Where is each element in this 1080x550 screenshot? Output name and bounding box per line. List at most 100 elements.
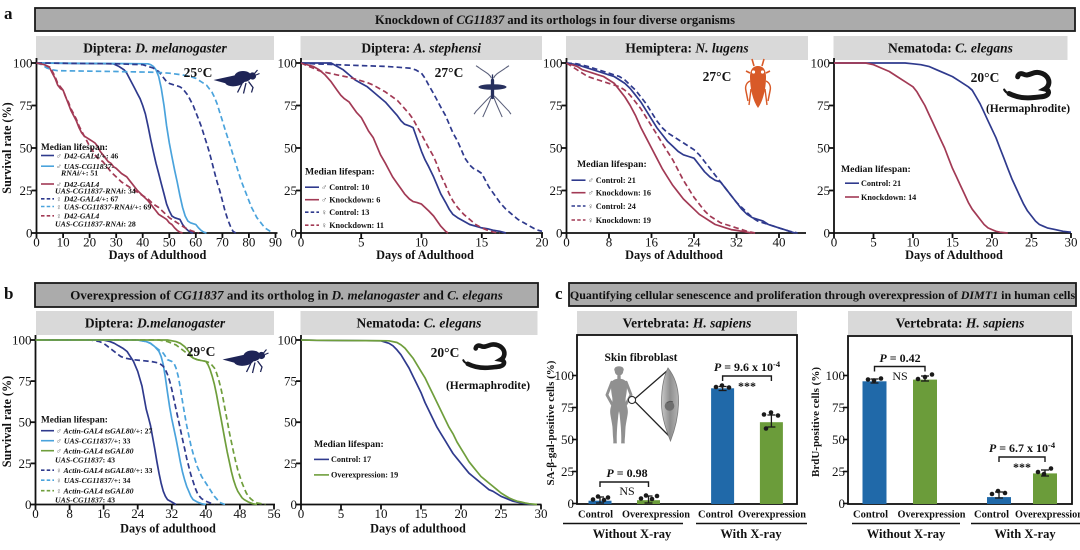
svg-text:Control: 21: Control: 21 <box>861 179 901 188</box>
svg-text:25: 25 <box>20 183 33 198</box>
svg-text:10: 10 <box>907 235 920 250</box>
svg-text:10: 10 <box>375 506 388 521</box>
svg-text:Hemiptera: N. lugens: Hemiptera: N. lugens <box>625 41 748 56</box>
svg-text:NS: NS <box>619 484 634 498</box>
svg-text:Control: Control <box>698 509 733 521</box>
svg-text:0: 0 <box>824 225 831 240</box>
svg-text:32: 32 <box>730 235 743 250</box>
svg-text:(Hermaphrodite): (Hermaphrodite) <box>446 380 530 392</box>
svg-text:25: 25 <box>817 183 830 198</box>
svg-text:100: 100 <box>543 55 563 70</box>
svg-text:Median lifespan:: Median lifespan: <box>41 143 108 153</box>
svg-text:UAS-CG11837-RNAi: 34: UAS-CG11837-RNAi: 34 <box>55 187 136 196</box>
svg-text:UAS-CG11837: 43: UAS-CG11837: 43 <box>55 496 115 505</box>
svg-text:Days of Adulthood: Days of Adulthood <box>109 248 207 262</box>
svg-text:♀ Actin-GAL4 tsGAL80/+: 33: ♀ Actin-GAL4 tsGAL80/+: 33 <box>56 466 153 475</box>
svg-text:56: 56 <box>268 506 282 521</box>
svg-text:P = 9.6 x 10-4: P = 9.6 x 10-4 <box>714 359 781 374</box>
svg-text:Days of adulthood: Days of adulthood <box>370 522 466 536</box>
svg-text:0: 0 <box>291 225 298 240</box>
svg-text:♀ Knockdown: 11: ♀ Knockdown: 11 <box>321 221 384 230</box>
svg-text:Knockdown: 14: Knockdown: 14 <box>861 193 916 202</box>
svg-text:60: 60 <box>189 235 202 250</box>
svg-text:♂ D42-GAL4: ♂ D42-GAL4 <box>56 180 99 189</box>
svg-text:30: 30 <box>1065 235 1078 250</box>
svg-text:Diptera: A. stephensi: Diptera: A. stephensi <box>361 41 481 56</box>
svg-text:♀ Actin-GAL4 tsGAL80: ♀ Actin-GAL4 tsGAL80 <box>56 487 134 496</box>
svg-text:Knockdown of CG11837 and its o: Knockdown of CG11837 and its orthologs i… <box>375 13 735 27</box>
svg-text:75: 75 <box>19 374 32 389</box>
svg-text:50: 50 <box>550 140 563 155</box>
svg-text:100: 100 <box>811 55 831 70</box>
svg-text:50: 50 <box>817 140 830 155</box>
svg-text:50: 50 <box>19 415 32 430</box>
svg-text:0: 0 <box>839 496 846 511</box>
svg-text:Quantifying cellular senescenc: Quantifying cellular senescence and prol… <box>570 288 1076 302</box>
svg-text:27°C: 27°C <box>703 69 732 84</box>
svg-text:0: 0 <box>291 497 298 512</box>
svg-text:Overexpression: 19: Overexpression: 19 <box>331 471 398 480</box>
svg-text:0: 0 <box>26 225 33 240</box>
svg-text:10: 10 <box>415 235 428 250</box>
svg-text:Nematoda: C. elegans: Nematoda: C. elegans <box>888 41 1013 56</box>
svg-text:20: 20 <box>83 235 96 250</box>
svg-text:24: 24 <box>131 506 145 521</box>
svg-text:50: 50 <box>561 432 574 447</box>
svg-text:Vertebrata: H. sapiens: Vertebrata: H. sapiens <box>896 316 1025 331</box>
svg-text:100: 100 <box>278 332 298 347</box>
svg-text:25: 25 <box>1025 235 1038 250</box>
svg-text:50: 50 <box>20 140 33 155</box>
svg-text:25: 25 <box>550 183 563 198</box>
svg-text:Overexpression: Overexpression <box>898 509 966 521</box>
svg-text:Survival rate (%): Survival rate (%) <box>0 102 14 193</box>
svg-text:Overexpression: Overexpression <box>1015 509 1080 521</box>
svg-text:With X-ray: With X-ray <box>994 527 1056 541</box>
svg-text:50: 50 <box>284 415 297 430</box>
svg-text:40: 40 <box>136 235 149 250</box>
svg-text:0: 0 <box>831 235 838 250</box>
svg-text:♂ Knockdown: 16: ♂ Knockdown: 16 <box>588 189 651 198</box>
svg-text:0: 0 <box>33 235 40 250</box>
svg-text:25: 25 <box>284 456 297 471</box>
svg-text:20: 20 <box>536 235 549 250</box>
svg-text:100: 100 <box>12 332 32 347</box>
svg-text:25: 25 <box>561 464 574 479</box>
svg-text:Without X-ray: Without X-ray <box>867 527 946 541</box>
svg-text:75: 75 <box>284 374 297 389</box>
svg-text:16: 16 <box>645 235 659 250</box>
svg-text:30: 30 <box>535 506 548 521</box>
svg-text:40: 40 <box>199 506 212 521</box>
svg-text:50: 50 <box>832 432 845 447</box>
svg-text:15: 15 <box>415 506 428 521</box>
svg-text:50: 50 <box>284 140 297 155</box>
svg-text:Median lifespan:: Median lifespan: <box>841 164 911 175</box>
svg-text:16: 16 <box>97 506 111 521</box>
svg-text:Days of Adulthood: Days of Adulthood <box>625 248 723 262</box>
svg-text:Skin fibroblast: Skin fibroblast <box>605 352 678 364</box>
svg-text:RNAi/+: 51: RNAi/+: 51 <box>60 169 98 178</box>
svg-text:a: a <box>4 4 13 23</box>
svg-text:32: 32 <box>165 506 178 521</box>
svg-text:♀ UAS-CG11837/+: 34: ♀ UAS-CG11837/+: 34 <box>56 476 131 485</box>
svg-text:70: 70 <box>216 235 229 250</box>
svg-text:Days of Adulthood: Days of Adulthood <box>376 248 474 262</box>
svg-text:25: 25 <box>832 464 845 479</box>
svg-text:75: 75 <box>561 400 574 415</box>
svg-text:Overexpression: Overexpression <box>738 509 806 521</box>
svg-text:(Hermaphrodite): (Hermaphrodite) <box>986 103 1070 115</box>
svg-text:With X-ray: With X-ray <box>720 527 782 541</box>
svg-text:80: 80 <box>242 235 255 250</box>
svg-text:75: 75 <box>832 400 845 415</box>
svg-text:NS: NS <box>892 369 907 383</box>
svg-text:25: 25 <box>284 183 297 198</box>
svg-text:40: 40 <box>773 235 786 250</box>
svg-text:Nematoda: C. elegans: Nematoda: C. elegans <box>357 316 482 331</box>
svg-text:♂ Control: 10: ♂ Control: 10 <box>321 183 369 192</box>
svg-text:75: 75 <box>20 98 33 113</box>
svg-text:15: 15 <box>946 235 959 250</box>
svg-text:Median lifespan:: Median lifespan: <box>577 159 647 170</box>
svg-text:c: c <box>555 284 563 303</box>
svg-text:Diptera: D. melanogaster: Diptera: D. melanogaster <box>83 41 227 56</box>
svg-text:48: 48 <box>233 506 246 521</box>
svg-text:♂ UAS-CG11837-: ♂ UAS-CG11837- <box>56 162 114 171</box>
